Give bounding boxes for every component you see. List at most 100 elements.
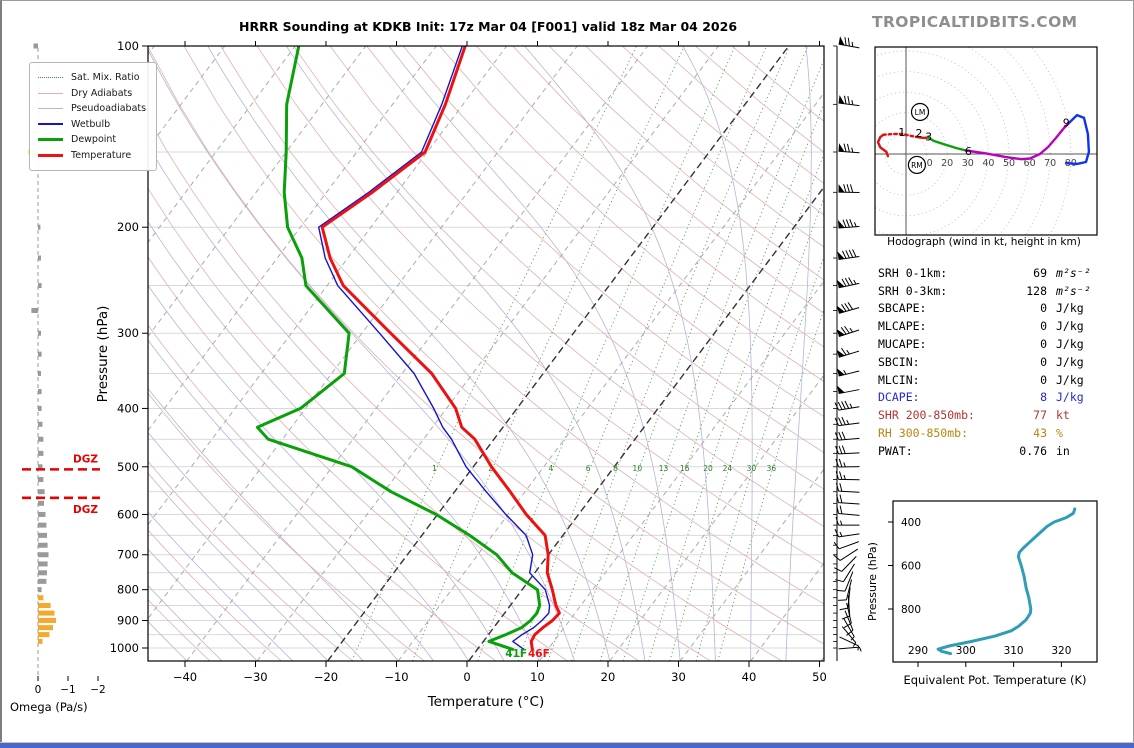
hodograph-segment [876, 133, 890, 158]
legend-swatch [38, 92, 63, 94]
svg-text:−30: −30 [243, 670, 267, 684]
wind-barb [836, 347, 860, 358]
index-unit: J/kg [1056, 354, 1084, 369]
wind-barb [838, 95, 860, 107]
pressure-gridlines [148, 46, 824, 649]
svg-text:310: 310 [1004, 645, 1024, 657]
omega-bar [38, 405, 42, 411]
wind-barb [834, 416, 860, 427]
index-unit: % [1056, 426, 1063, 441]
wind-barb [834, 431, 860, 441]
legend-item: Pseudoadiabats [38, 101, 146, 117]
theta-e-curve [936, 507, 1077, 656]
legend-swatch [38, 77, 63, 79]
svg-text:400: 400 [901, 517, 921, 529]
hodograph-segment [914, 135, 930, 140]
svg-text:−2: −2 [90, 684, 105, 696]
omega-bar [38, 532, 47, 538]
svg-text:60: 60 [1024, 158, 1036, 169]
svg-text:−40: −40 [173, 670, 197, 684]
omega-bar [38, 632, 50, 638]
index-row: PWAT: 0.76 in [878, 442, 1116, 460]
wind-barb [836, 571, 854, 592]
omega-bar [38, 638, 43, 644]
wind-barb [837, 249, 860, 260]
svg-text:100: 100 [117, 39, 139, 53]
omega-bar [38, 371, 41, 377]
hodograph-marker-rm: RM [907, 155, 927, 175]
index-row: RH 300-850mb: 43% [878, 424, 1116, 442]
omega-bar [38, 617, 56, 623]
svg-text:20: 20 [941, 158, 953, 169]
skewt-frame [147, 45, 825, 662]
legend-label: Dewpoint [71, 134, 117, 146]
index-row: SHR 200-850mb: 77 kt [878, 406, 1116, 424]
indices-panel: SRH 0-1km: 69 m²s⁻² SRH 0-3km: 128 m²s⁻² SBCAP… [878, 264, 1116, 460]
omega-bar [38, 330, 41, 336]
footer-divider [0, 742, 1134, 743]
svg-text:30: 30 [671, 670, 686, 684]
svg-text:600: 600 [117, 507, 139, 521]
wind-barb [839, 587, 851, 611]
theta-e-curve-group [936, 507, 1077, 656]
index-label: SRH 0-1km: [878, 265, 948, 280]
wind-barb [836, 302, 860, 314]
wind-barb [837, 385, 860, 395]
index-label: SRH 0-3km: [878, 283, 948, 298]
skewt-chart: 1 2 4 6 8 10 13 16 20 24 30 36100200300400500600700… [10, 36, 862, 714]
hodograph-rings: 10 20 30 40 50 60 70 80 [875, 47, 1097, 235]
skewt-background [148, 46, 824, 661]
hodograph-segment [964, 120, 1072, 161]
index-value: 77 [1033, 408, 1047, 423]
index-label: MUCAPE: [878, 337, 927, 352]
svg-text:20: 20 [703, 464, 713, 473]
index-row: DCAPE: 8 J/kg [878, 389, 1116, 407]
hodograph-marker-lm: LM [910, 102, 930, 122]
svg-text:40: 40 [982, 158, 994, 169]
wind-barb [835, 482, 860, 493]
wind-barb [838, 143, 860, 154]
hodograph-segment [926, 136, 968, 152]
index-value: 8 [1040, 390, 1047, 405]
svg-text:−1: −1 [60, 684, 75, 696]
omega-bar [38, 511, 46, 517]
svg-text:2: 2 [488, 464, 493, 473]
index-unit: J/kg [1056, 337, 1084, 352]
surface-dewpoint-label: 41F [505, 648, 527, 660]
wind-barb [835, 516, 860, 526]
wind-barb [836, 325, 860, 337]
wind-barb [838, 579, 853, 601]
wind-barb [836, 368, 860, 377]
omega-bar [38, 283, 42, 289]
hodograph-height-label: 9 [1063, 116, 1070, 129]
index-row: SBCAPE: 0 J/kg [878, 300, 1116, 318]
omega-bar [38, 489, 45, 495]
legend-item: Wetbulb [38, 117, 146, 133]
mixing-ratio-labels: 1 2 4 6 8 10 13 16 20 24 30 36 [432, 464, 776, 473]
legend-label: Wetbulb [71, 118, 111, 130]
wind-barb [834, 400, 860, 411]
index-label: MLCIN: [878, 372, 920, 387]
index-value: 0 [1040, 301, 1047, 316]
dewpoint-curve [255, 46, 542, 651]
svg-text:300: 300 [956, 645, 976, 657]
pressure-axis-label: Pressure (hPa) [95, 306, 111, 403]
omega-bar [38, 570, 47, 576]
index-row: SRH 0-1km: 69 m²s⁻² [878, 264, 1116, 282]
wind-barb [841, 626, 857, 647]
legend-swatch [38, 153, 63, 157]
svg-text:10: 10 [633, 464, 643, 473]
index-unit: m²s⁻² [1056, 283, 1091, 298]
omega-bar [38, 450, 44, 456]
hodograph-height-label: 6 [965, 145, 972, 158]
svg-text:0: 0 [35, 684, 42, 696]
watermark: TROPICALTIDBITS.COM [872, 13, 1078, 31]
svg-text:10: 10 [530, 670, 545, 684]
wind-barb [841, 595, 851, 620]
temperature-axis-label: Temperature (°C) [427, 694, 545, 710]
hodograph-trace [876, 113, 1091, 166]
hodograph-segment [1064, 113, 1091, 166]
index-row: MLCIN: 0 J/kg [878, 371, 1116, 389]
surface-temperature-label: 46F [528, 648, 550, 660]
svg-text:40: 40 [742, 670, 757, 684]
